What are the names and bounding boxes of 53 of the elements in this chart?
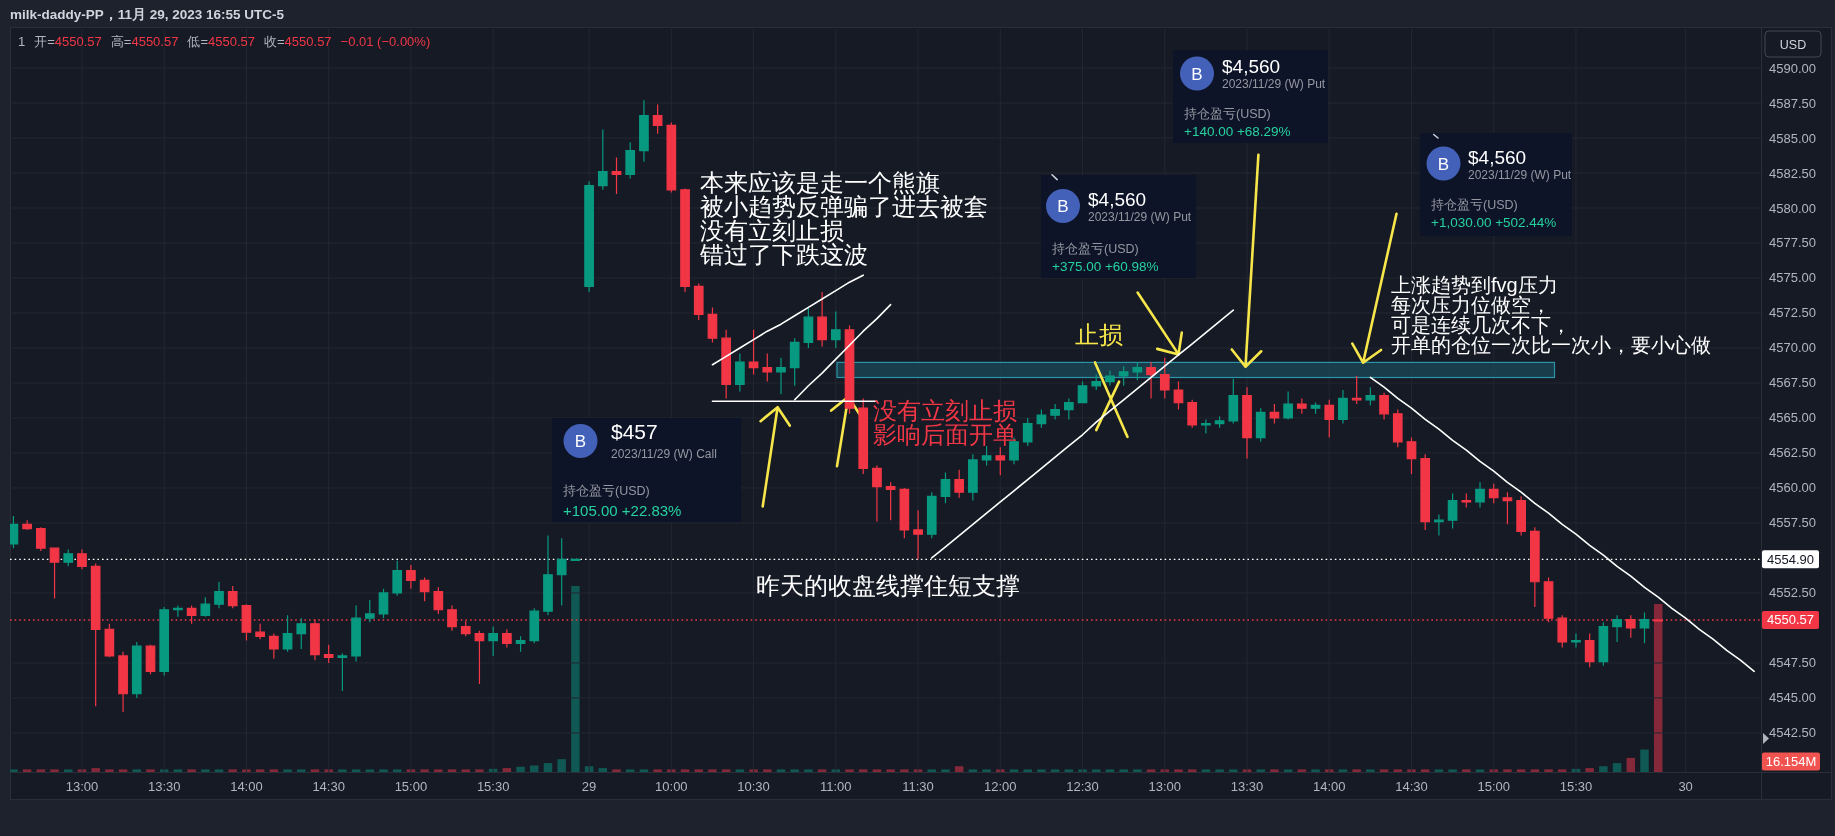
x-tick-label: 14:30	[312, 779, 345, 794]
x-tick-label: 15:30	[1559, 779, 1593, 794]
y-tick-label: 4560.00	[1769, 480, 1816, 496]
y-tick-label: 4562.50	[1769, 445, 1816, 461]
annotation: 昨天的收盘线撑住短支撑	[756, 572, 1020, 599]
text: B $4,560 2023/11/29 (W) Put 持仓盈亏(USD) +140.00 +68.29%	[1184, 56, 1326, 139]
y-tick-label: 4577.50	[1769, 235, 1816, 251]
x-tick-label: 10:30	[737, 779, 770, 794]
text: B $457 2023/11/29 (W) Call 持仓盈亏(USD) +105.00 +22.83%	[563, 420, 717, 519]
y-tick-label: 4585.00	[1769, 130, 1816, 146]
annotation: 上涨趋势到fvg压力	[1391, 274, 1558, 296]
x-tick-label: 15:30	[476, 779, 510, 794]
y-tick-label: 4567.50	[1769, 375, 1816, 391]
y-tick-label: 4545.00	[1769, 690, 1816, 706]
x-tick-label: 11:00	[820, 779, 852, 794]
x-tick-label: 11:30	[902, 779, 934, 794]
y-tick-label: 4547.50	[1769, 655, 1816, 671]
annotation: 没有立刻止损	[873, 397, 1017, 424]
x-tick-label: 30	[1678, 779, 1693, 794]
y-tick-label: 4587.50	[1769, 95, 1816, 111]
x-tick-label: 14:00	[1312, 779, 1346, 794]
y-tick-label: 4570.00	[1769, 340, 1816, 356]
y-tick-label: 4572.50	[1769, 305, 1816, 321]
text: B $4,560 2023/11/29 (W) Put 持仓盈亏(USD) +375.00 +60.98%	[1052, 189, 1192, 274]
annotation: 可是连续几次不下，	[1391, 314, 1571, 336]
y-tick-label: 4552.50	[1769, 585, 1816, 601]
x-tick-label: 13:30	[1230, 779, 1264, 794]
annotation: 开单的仓位一次比一次小，要小心做	[1391, 334, 1711, 356]
x-tick-label: 14:00	[230, 779, 263, 794]
x-tick-label: 13:00	[1148, 779, 1182, 794]
y-tick-label: 4565.00	[1769, 410, 1816, 426]
y-tick-label: 4580.00	[1769, 200, 1816, 216]
chart-title: milk-daddy-PP，11月 29, 2023 16:55 UTC-5	[10, 7, 285, 22]
y-tick-label: 4557.50	[1769, 515, 1816, 531]
text: USD	[1779, 37, 1807, 52]
x-tick-label: 13:30	[147, 779, 181, 794]
x-tick-label: 29	[581, 779, 597, 794]
text: 1 开=4550.57 高=4550.57 低=4550.57 收=4550.57 −0.01 (−0.00%)	[18, 34, 431, 49]
x-tick-label: 14:30	[1395, 779, 1428, 794]
x-tick-label: 15:00	[1477, 779, 1510, 794]
x-tick-label: 12:30	[1066, 779, 1099, 794]
y-tick-label: 4590.00	[1769, 60, 1816, 76]
x-tick-label: 15:00	[394, 779, 428, 794]
ref-line-label: 4554.90	[1767, 551, 1814, 567]
y-tick-label: 4582.50	[1769, 165, 1816, 181]
y-tick-label: 4575.00	[1769, 270, 1816, 286]
y-tick-label: 4542.50	[1769, 725, 1816, 741]
annotation: 止损	[1075, 320, 1123, 348]
annotation: 本来应该是走一个熊旗	[700, 169, 940, 196]
x-tick-label: 12:00	[984, 779, 1017, 794]
ref-line-label: 4550.57	[1767, 612, 1814, 628]
x-tick-label: 10:00	[655, 779, 688, 794]
x-tick-label: 13:00	[65, 779, 99, 794]
